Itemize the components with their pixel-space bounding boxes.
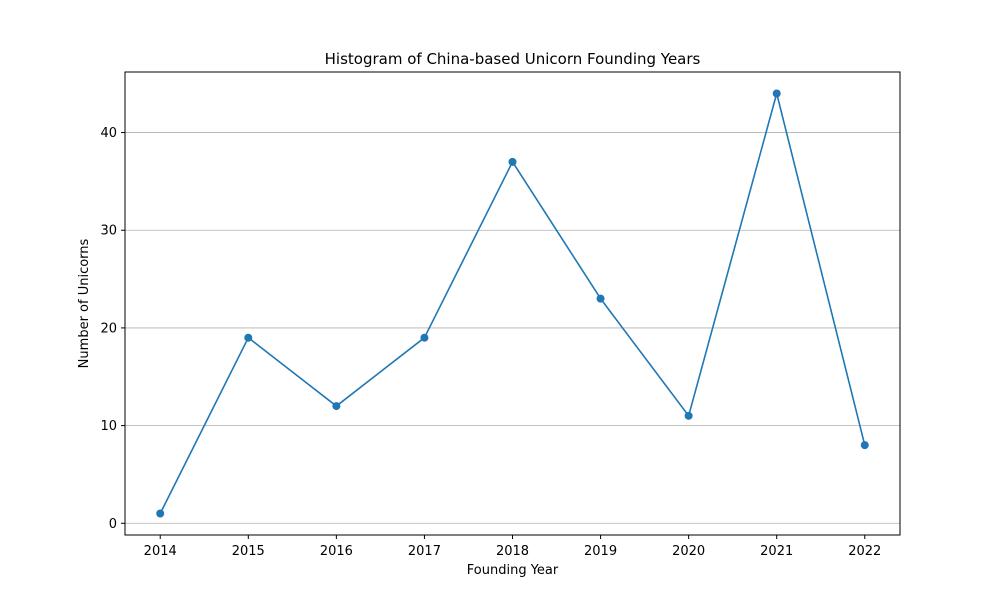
data-point-2017: [420, 333, 429, 342]
x-axis-ticks: 2014 2015 2016 2017 2018 2019 2020 2021 2022: [144, 535, 881, 559]
y-tick-label: 10: [100, 419, 117, 434]
data-point-2016: [332, 402, 341, 411]
data-point-2021: [772, 89, 781, 98]
x-tick-label: 2021: [760, 544, 793, 559]
y-axis-label: Number of Unicorns: [77, 238, 92, 368]
data-point-2015: [244, 333, 253, 342]
data-point-2022: [860, 441, 869, 450]
x-tick-label: 2019: [584, 544, 617, 559]
y-tick-label: 20: [100, 321, 117, 336]
x-tick-label: 2020: [672, 544, 705, 559]
x-tick-label: 2018: [496, 544, 529, 559]
x-tick-label: 2014: [144, 544, 177, 559]
series-layer: [156, 89, 869, 518]
x-tick-label: 2015: [232, 544, 265, 559]
x-tick-label: 2022: [848, 544, 881, 559]
data-point-2019: [596, 294, 605, 303]
data-point-2020: [684, 411, 693, 420]
data-point-2018: [508, 157, 517, 166]
y-tick-label: 40: [100, 126, 117, 141]
y-axis-ticks: 0 10 20 30 40: [100, 126, 125, 532]
y-tick-label: 30: [100, 224, 117, 239]
x-axis-label: Founding Year: [467, 563, 559, 578]
y-tick-label: 0: [109, 517, 117, 532]
grid-lines: [125, 132, 900, 524]
x-tick-label: 2016: [320, 544, 353, 559]
data-point-2014: [156, 509, 165, 518]
chart-title: Histogram of China-based Unicorn Foundin…: [325, 50, 701, 68]
x-tick-label: 2017: [408, 544, 441, 559]
